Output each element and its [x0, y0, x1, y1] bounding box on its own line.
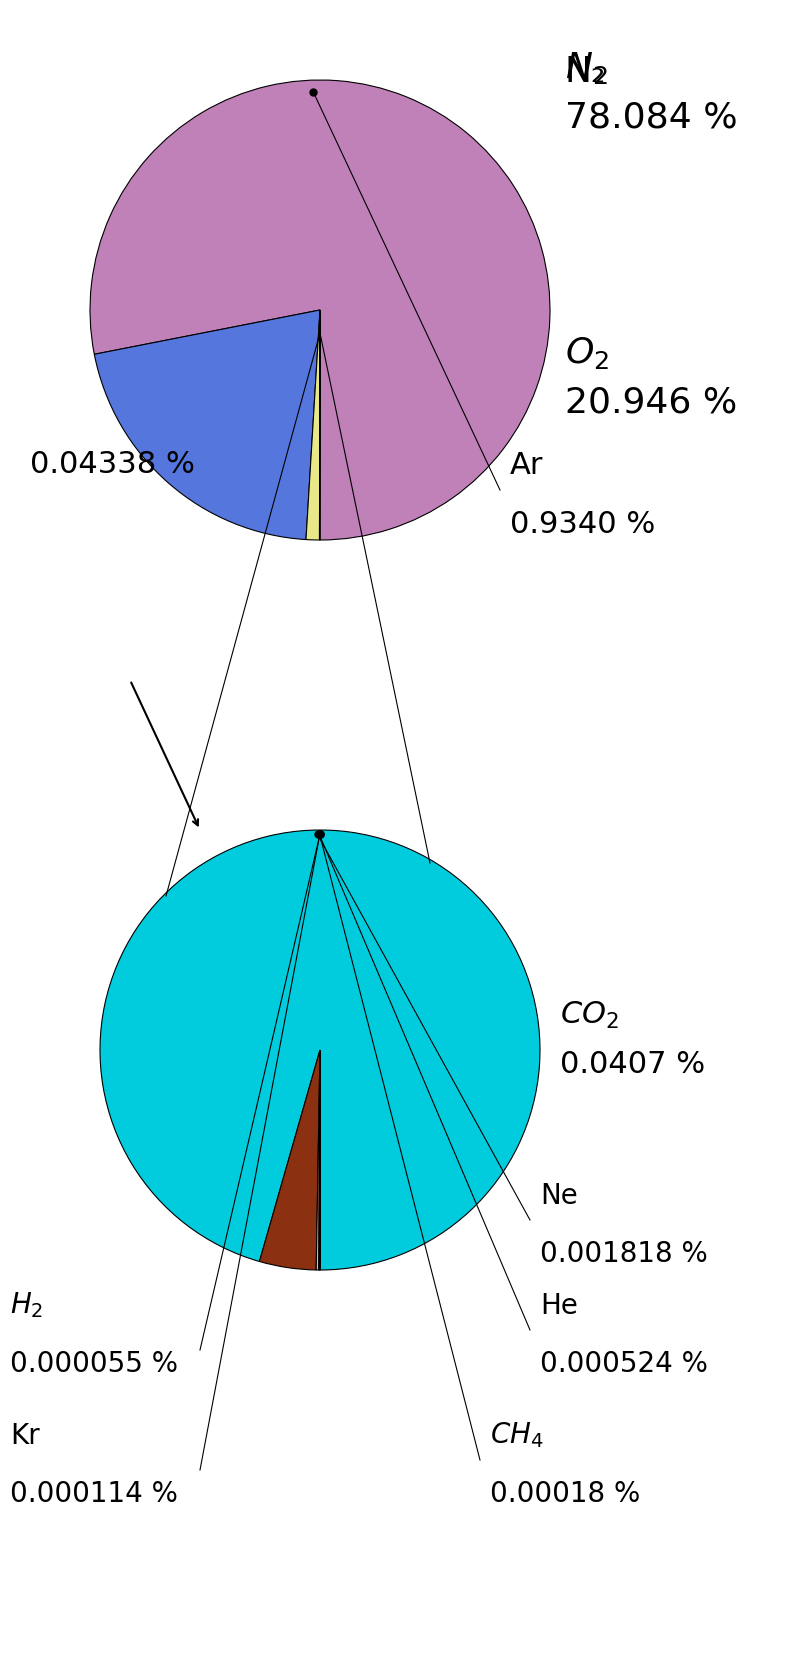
Text: He: He [540, 1292, 578, 1320]
Wedge shape [316, 1050, 320, 1270]
Text: $N_2$: $N_2$ [565, 50, 608, 87]
Wedge shape [306, 310, 320, 540]
Text: Ne: Ne [540, 1182, 578, 1210]
Wedge shape [318, 1050, 320, 1270]
Text: $H_2$: $H_2$ [10, 1290, 43, 1320]
Text: 0.001818 %: 0.001818 % [540, 1240, 708, 1269]
Wedge shape [100, 830, 540, 1270]
Text: 0.0407 %: 0.0407 % [560, 1050, 705, 1079]
Text: 0.9340 %: 0.9340 % [510, 510, 655, 538]
Text: 0.00018 %: 0.00018 % [490, 1480, 640, 1509]
Text: 0.000055 %: 0.000055 % [10, 1350, 178, 1379]
Text: 0.000114 %: 0.000114 % [10, 1480, 178, 1509]
Wedge shape [90, 80, 550, 540]
Text: 0.000524 %: 0.000524 % [540, 1350, 708, 1379]
Text: $O_2$: $O_2$ [565, 335, 609, 372]
Text: N₂: N₂ [565, 55, 606, 88]
Text: 0.04338 %: 0.04338 % [30, 450, 195, 478]
Text: $CO_2$: $CO_2$ [560, 1000, 619, 1032]
Text: Kr: Kr [10, 1422, 40, 1450]
Text: $CH_4$: $CH_4$ [490, 1420, 543, 1450]
Text: 78.084 %: 78.084 % [565, 100, 738, 133]
Wedge shape [259, 1050, 320, 1270]
Wedge shape [94, 310, 320, 540]
Text: Ar: Ar [510, 452, 543, 480]
Text: 20.946 %: 20.946 % [565, 385, 738, 418]
